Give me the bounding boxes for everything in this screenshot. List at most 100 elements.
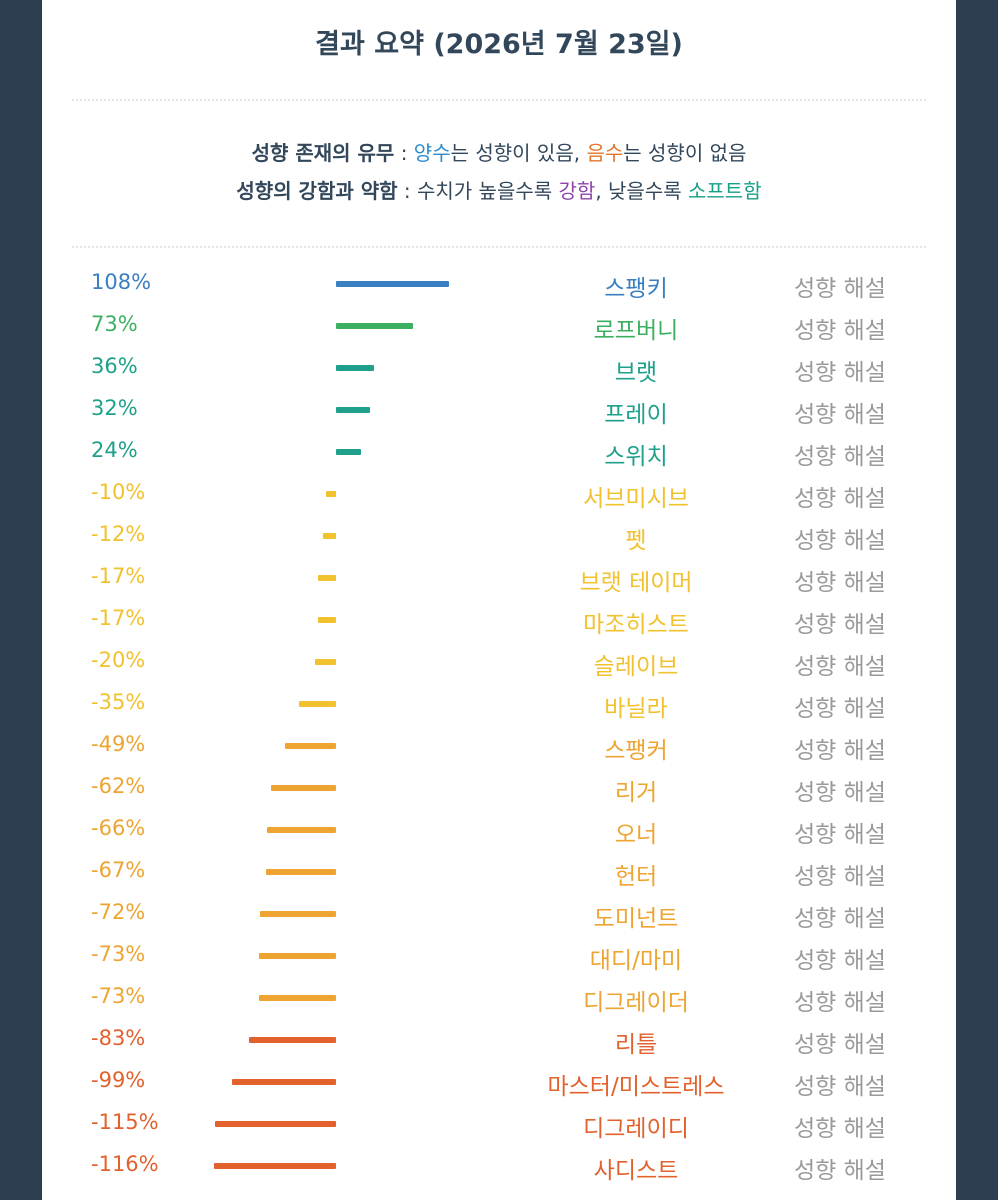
bar <box>336 449 362 455</box>
value-label: -99% <box>91 1068 146 1092</box>
legend-positive-word: 양수 <box>413 141 451 165</box>
value-label: 73% <box>91 312 138 336</box>
tendency-name: 헌터 <box>614 864 658 890</box>
legend-negative-word: 음수 <box>586 141 624 165</box>
bar <box>259 995 336 1001</box>
chart-row: -73% 대디/마미 성향 해설 <box>42 936 956 978</box>
legend-strong-word: 강함 <box>558 179 596 203</box>
value-label: -12% <box>91 522 146 546</box>
legend-text: , 낮을수록 <box>595 179 688 203</box>
tendency-name: 리거 <box>614 780 658 806</box>
tendency-name: 스팽커 <box>604 738 668 764</box>
tendency-explain-link[interactable]: 성향 해설 <box>794 1032 886 1058</box>
tendency-explain-link[interactable]: 성향 해설 <box>794 906 886 932</box>
tendency-explain-link[interactable]: 성향 해설 <box>794 360 886 386</box>
tendency-name: 서브미시브 <box>583 486 689 512</box>
tendency-name: 로프버니 <box>593 318 679 344</box>
result-summary-panel: 결과 요약 (2026년 7월 23일) 성향 존재의 유무 : 양수는 성향이… <box>42 0 956 1200</box>
bar <box>299 701 336 707</box>
tendency-explain-link[interactable]: 성향 해설 <box>794 696 886 722</box>
tendency-name: 스위치 <box>604 444 668 470</box>
bar <box>232 1079 336 1085</box>
value-label: -116% <box>91 1152 159 1176</box>
bar <box>215 1121 336 1127</box>
bar <box>325 491 336 497</box>
bar <box>336 323 413 329</box>
chart-row: -67% 헌터 성향 해설 <box>42 852 956 894</box>
page-title: 결과 요약 (2026년 7월 23일) <box>315 29 683 60</box>
tendency-name: 도미넌트 <box>593 906 679 932</box>
chart-row: -17% 마조히스트 성향 해설 <box>42 600 956 642</box>
value-label: -72% <box>91 900 146 924</box>
chart-row: -115% 디그레이디 성향 해설 <box>42 1104 956 1146</box>
tendency-name: 브랫 테이머 <box>579 570 693 596</box>
value-label: -35% <box>91 690 146 714</box>
divider <box>72 246 926 248</box>
tendency-explain-link[interactable]: 성향 해설 <box>794 528 886 554</box>
value-label: -73% <box>91 942 146 966</box>
chart-row: 108% 스팽키 성향 해설 <box>42 264 956 306</box>
value-label: 36% <box>91 354 138 378</box>
tendency-name: 스팽키 <box>604 276 668 302</box>
bar <box>336 365 374 371</box>
tendency-explain-link[interactable]: 성향 해설 <box>794 822 886 848</box>
bar <box>284 743 336 749</box>
tendency-name: 사디스트 <box>593 1158 679 1184</box>
value-label: -67% <box>91 858 146 882</box>
tendency-explain-link[interactable]: 성향 해설 <box>794 612 886 638</box>
tendency-explain-link[interactable]: 성향 해설 <box>794 318 886 344</box>
tendency-explain-link[interactable]: 성향 해설 <box>794 276 886 302</box>
tendency-bar-chart: 108% 스팽키 성향 해설 73% 로프버니 성향 해설 36% 브랫 성향 해설 32% 프레이… <box>42 264 956 1188</box>
legend-strength-label: 성향의 강함과 약함 <box>236 179 398 203</box>
tendency-name: 오너 <box>614 822 658 848</box>
bar <box>318 617 336 623</box>
tendency-explain-link[interactable]: 성향 해설 <box>794 738 886 764</box>
tendency-explain-link[interactable]: 성향 해설 <box>794 990 886 1016</box>
bar <box>260 911 336 917</box>
chart-row: -35% 바닐라 성향 해설 <box>42 684 956 726</box>
value-label: 24% <box>91 438 138 462</box>
chart-row: -83% 리틀 성향 해설 <box>42 1020 956 1062</box>
bar <box>248 1037 336 1043</box>
chart-row: -72% 도미넌트 성향 해설 <box>42 894 956 936</box>
bar <box>336 407 370 413</box>
tendency-name: 펫 <box>625 528 647 554</box>
value-label: -115% <box>91 1110 159 1134</box>
bar <box>265 869 336 875</box>
value-label: -17% <box>91 606 146 630</box>
chart-row: -20% 슬레이브 성향 해설 <box>42 642 956 684</box>
tendency-name: 슬레이브 <box>593 654 679 680</box>
bar <box>259 953 336 959</box>
tendency-explain-link[interactable]: 성향 해설 <box>794 780 886 806</box>
chart-row: -10% 서브미시브 성향 해설 <box>42 474 956 516</box>
tendency-explain-link[interactable]: 성향 해설 <box>794 444 886 470</box>
tendency-explain-link[interactable]: 성향 해설 <box>794 402 886 428</box>
legend-line-presence: 성향 존재의 유무 : 양수는 성향이 있음, 음수는 성향이 없음 <box>42 137 956 166</box>
bar <box>315 659 336 665</box>
chart-row: 32% 프레이 성향 해설 <box>42 390 956 432</box>
value-label: -49% <box>91 732 146 756</box>
bar <box>266 827 336 833</box>
tendency-explain-link[interactable]: 성향 해설 <box>794 1116 886 1142</box>
divider <box>72 99 926 101</box>
tendency-explain-link[interactable]: 성향 해설 <box>794 948 886 974</box>
legend-text: 는 성향이 없음 <box>623 141 747 165</box>
chart-row: 24% 스위치 성향 해설 <box>42 432 956 474</box>
tendency-name: 마스터/미스트레스 <box>547 1074 725 1100</box>
value-label: -20% <box>91 648 146 672</box>
tendency-explain-link[interactable]: 성향 해설 <box>794 864 886 890</box>
tendency-explain-link[interactable]: 성향 해설 <box>794 570 886 596</box>
legend-soft-word: 소프트함 <box>688 179 762 203</box>
tendency-explain-link[interactable]: 성향 해설 <box>794 486 886 512</box>
tendency-explain-link[interactable]: 성향 해설 <box>794 1158 886 1184</box>
bar <box>270 785 336 791</box>
bar <box>318 575 336 581</box>
legend-line-strength: 성향의 강함과 약함 : 수치가 높을수록 강함, 낮을수록 소프트함 <box>42 175 956 204</box>
tendency-name: 프레이 <box>604 402 668 428</box>
legend-text: 수치가 높을수록 <box>416 179 559 203</box>
value-label: -10% <box>91 480 146 504</box>
tendency-explain-link[interactable]: 성향 해설 <box>794 1074 886 1100</box>
chart-row: 36% 브랫 성향 해설 <box>42 348 956 390</box>
chart-row: -62% 리거 성향 해설 <box>42 768 956 810</box>
tendency-explain-link[interactable]: 성향 해설 <box>794 654 886 680</box>
